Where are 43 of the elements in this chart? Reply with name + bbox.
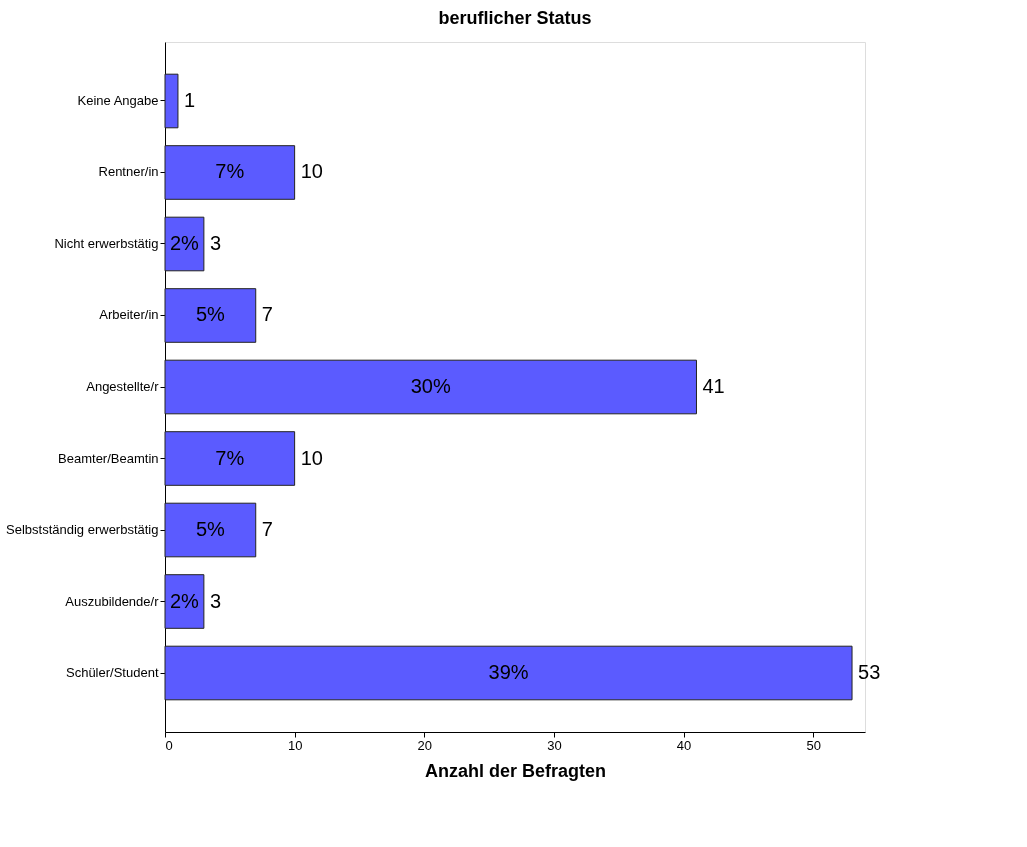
data-label: 53	[858, 661, 881, 684]
chart-title: beruflicher Status	[438, 8, 592, 28]
x-axis-title: Anzahl der Befragten	[424, 760, 607, 781]
x-tick-label: 10	[287, 737, 303, 753]
data-label: 7	[261, 518, 273, 541]
annotation: 5%	[195, 518, 226, 541]
annotation: 2%	[169, 589, 200, 612]
annotation: 7%	[215, 160, 245, 183]
x-tick-label: 30	[547, 737, 562, 753]
x-tick-label: 40	[676, 737, 692, 753]
data-label: 10	[300, 446, 323, 469]
data-label: 3	[209, 231, 222, 254]
data-label: 3	[209, 589, 222, 612]
annotation: 2%	[169, 231, 200, 254]
data-label: 1	[183, 88, 196, 111]
y-tick-label: Schüler/Student	[65, 665, 159, 681]
y-tick-label: Selbstständig erwerbstätig	[6, 522, 159, 538]
y-tick-label: Rentner/in	[98, 164, 159, 180]
data-label: 41	[702, 375, 725, 397]
annotation: 30%	[410, 375, 451, 397]
y-tick-label: Beamter/Beamtin	[58, 450, 159, 466]
y-tick-label: Auszubildende/r	[65, 593, 160, 609]
x-tick-label: 0	[165, 737, 173, 753]
x-tick-label: 20	[417, 737, 432, 753]
y-tick-label: Nicht erwerbstätig	[54, 235, 159, 251]
x-tick-label: 50	[806, 737, 821, 753]
bar	[164, 73, 179, 129]
bar	[164, 431, 296, 486]
bar	[164, 574, 205, 629]
bar	[164, 288, 257, 343]
y-tick-label: Arbeiter/in	[99, 307, 159, 323]
bar	[164, 502, 257, 558]
annotation: 7%	[215, 446, 245, 469]
y-tick-label: Keine Angabe	[77, 92, 159, 108]
bar	[164, 645, 853, 701]
y-tick-label: Angestellte/r	[86, 379, 160, 394]
data-label: 10	[300, 160, 323, 183]
data-label: 7	[261, 303, 273, 326]
bar	[164, 359, 697, 415]
bar	[164, 216, 205, 272]
annotation: 5%	[195, 303, 226, 326]
bar	[164, 145, 296, 200]
annotation: 39%	[488, 661, 529, 684]
